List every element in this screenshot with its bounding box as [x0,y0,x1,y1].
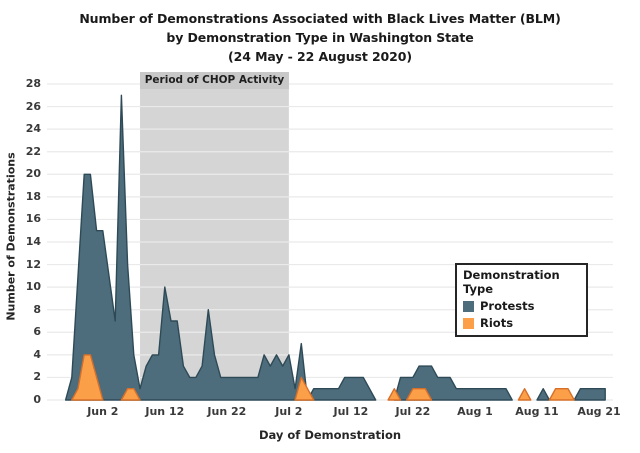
legend-title: Demonstration Type [463,268,560,296]
legend: Demonstration Type Protests Riots [455,263,588,337]
x-tick-label: Jun 2 [87,405,119,418]
riots-area [71,354,104,401]
chop-label-strip [140,72,289,89]
y-tick-label: 22 [25,144,41,158]
y-tick-label: 28 [25,77,41,90]
x-tick-label: Aug 1 [457,405,493,418]
protests-swatch-icon [463,300,474,312]
x-tick-label: Jul 2 [275,405,303,418]
y-tick-label: 12 [25,257,41,271]
y-tick-label: 4 [33,347,41,361]
riots-area [387,388,402,401]
chart-title-line-2: by Demonstration Type in Washington Stat… [166,30,474,45]
protests-area [573,388,606,401]
riots-area [406,388,433,401]
riots-area [120,388,141,401]
riots-area [294,376,315,401]
y-tick-label: 26 [25,99,41,113]
riots-area [548,388,575,401]
legend-item-label: Protests [480,299,535,313]
x-axis-title: Day of Demonstration [258,428,402,442]
chart-title-line-3: (24 May - 22 August 2020) [228,49,412,64]
y-tick-label: 16 [25,212,41,226]
y-tick-label: 6 [33,325,41,339]
y-tick-label: 0 [33,393,41,406]
y-tick-label: 10 [25,280,41,294]
y-tick-label: 24 [25,122,41,136]
protests-area [536,388,551,401]
x-tick-label: Aug 21 [577,405,621,418]
x-tick-label: Aug 11 [515,405,559,418]
y-tick-label: 2 [33,370,41,384]
x-tick-label: Jun 12 [145,405,185,418]
y-tick-label: 8 [33,302,41,316]
legend-item-protests: Protests [463,299,580,313]
y-tick-label: 14 [25,235,41,248]
x-tick-label: Jun 22 [207,405,247,418]
protests-area [64,94,309,401]
protests-area [306,376,377,401]
x-tick-label: Jul 12 [333,405,369,418]
x-tick-label: Jul 22 [395,405,431,418]
legend-item-label: Riots [480,316,514,330]
legend-item-riots: Riots [463,316,580,330]
y-tick-label: 18 [25,189,41,203]
y-tick-label: 20 [25,167,41,181]
riots-area [517,388,532,401]
riots-swatch-icon [463,317,474,329]
chop-activity-label: Period of CHOP Activity [144,74,285,86]
chart-title-line-1: Number of Demonstrations Associated with… [79,11,561,26]
